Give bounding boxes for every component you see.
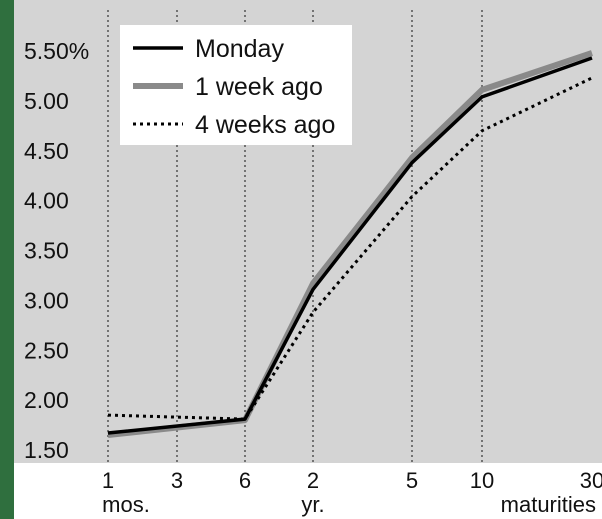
y-tick-label-0: 5.50% [24,38,89,64]
legend: Monday 1 week ago 4 weeks ago [120,25,352,145]
legend-label-1: 1 week ago [195,73,323,101]
y-axis-tick-labels: 5.50% 5.00 4.50 4.00 3.50 3.00 2.50 2.00 1.50 [24,38,89,463]
y-tick-label-6: 2.50 [24,337,69,363]
x-tick-label-4: 5 [406,468,418,493]
y-tick-label-7: 2.00 [24,387,69,413]
x-tick-label-6: 30 [580,468,602,493]
series-lines [107,50,593,438]
y-tick-label-3: 4.00 [24,188,69,214]
y-tick-label-1: 5.00 [24,88,69,114]
y-tick-label-5: 3.00 [24,287,69,313]
series-line-2 [107,76,593,421]
legend-label-0: Monday [195,35,284,63]
x-tick-label-0: 1 [102,468,114,493]
legend-label-2: 4 weeks ago [195,111,335,139]
bottom-white-band [14,463,602,519]
x-tick-label-2: 6 [239,468,251,493]
x-group-label-1: yr. [301,492,324,517]
x-axis-group-labels: mos. yr. maturities [102,492,596,517]
x-group-label-2: maturities [501,492,596,517]
series-line-0 [107,56,593,435]
left-frame-stripe [0,0,14,519]
x-axis-tick-labels: 1 3 6 2 5 10 30 [102,468,602,493]
y-tick-label-2: 4.50 [24,138,69,164]
x-tick-label-1: 3 [171,468,183,493]
x-tick-label-5: 10 [470,468,494,493]
y-tick-label-4: 3.50 [24,238,69,264]
x-group-label-0: mos. [102,492,150,517]
x-tick-label-3: 2 [307,468,319,493]
y-tick-label-8: 1.50 [24,437,69,463]
